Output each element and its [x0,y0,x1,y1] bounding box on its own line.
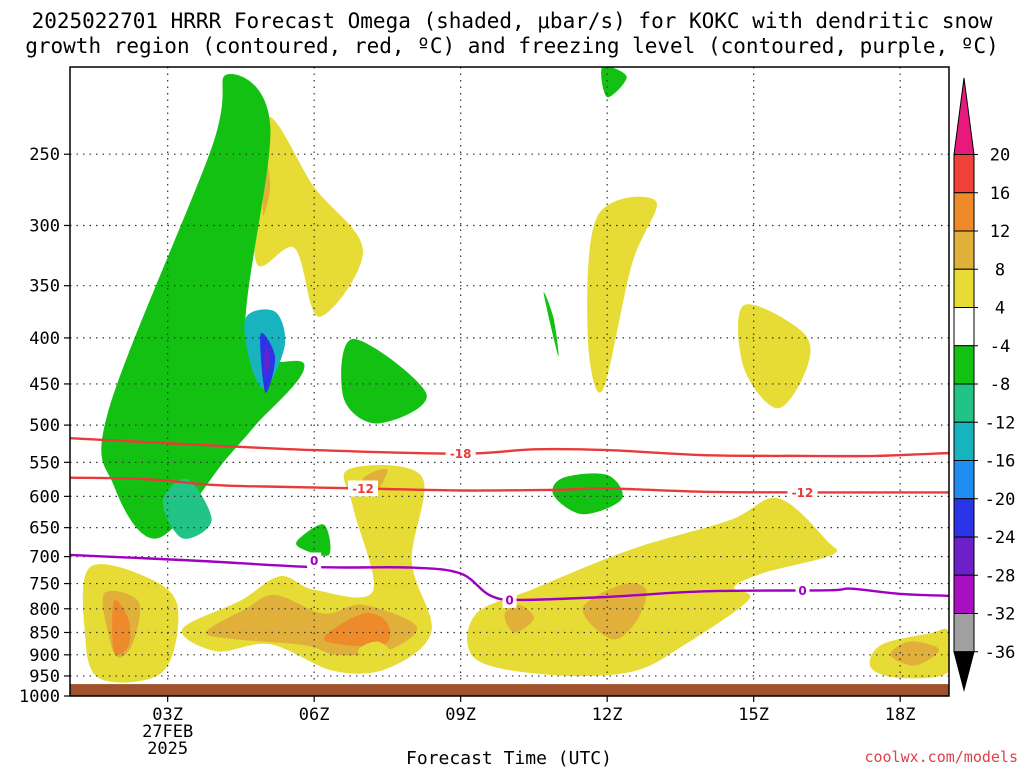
contour-label-bg-2 [787,484,818,501]
omega-region-0 [253,116,364,317]
y-tick-label-450: 450 [29,375,60,395]
contour-label-3: 0 [310,554,318,568]
colorbar-swatch-4 [953,268,975,308]
y-tick-label-1000: 1000 [19,687,60,707]
colorbar-label-4: 4 [995,299,1005,319]
colorbar-label-13: -36 [985,643,1016,663]
omega-region-20 [467,497,838,677]
colorbar-label-1: 16 [990,184,1010,204]
contour-label-bg-3 [307,552,322,569]
colorbar-swatch-11 [953,536,975,576]
omega-region-25 [358,641,393,664]
chart-title-line2: growth region (contoured, red, ºC) and f… [25,34,999,58]
y-tick-label-700: 700 [29,548,60,568]
y-tick-label-900: 900 [29,646,60,666]
y-tick-label-650: 650 [29,519,60,539]
y-tick-label-600: 600 [29,487,60,507]
y-tick-label-300: 300 [29,216,60,236]
y-tick-label-350: 350 [29,277,60,297]
colorbar-label-10: -24 [985,528,1016,548]
colorbar-label-0: 20 [990,146,1010,166]
colorbar-swatch-3 [953,230,975,270]
x-tick-label-12Z: 12Z [592,705,623,725]
x-tick-label-15Z: 15Z [738,705,769,725]
colorbar-swatch-10 [953,498,975,538]
colorbar-swatch-top [953,77,975,155]
y-tick-label-950: 950 [29,667,60,687]
x-date-label-1: 2025 [147,739,188,759]
omega-region-3 [737,304,811,409]
omega-region-15 [112,599,131,655]
contour-label-bg-5 [795,582,810,599]
y-axis: 250 300 350 400 450 500 550 600 650 700 750 800 850 9… [19,145,70,707]
contour-line-2 [70,553,949,602]
y-tick-label-850: 850 [29,623,60,643]
x-tick-label-18Z: 18Z [885,705,916,725]
contour-label-1: -12 [352,482,374,496]
terrain-layer [70,684,949,696]
colorbar-label-9: -20 [985,490,1016,510]
credit-link[interactable]: coolwx.com/models [864,748,1018,766]
colorbar-swatch-8 [953,421,975,461]
contour-label-bg-1 [348,480,378,497]
contour-label-bg-4 [502,591,517,608]
contour-label-4: 0 [505,593,513,607]
contour-line-1 [70,476,949,494]
x-date-label-0: 27FEB [142,722,193,742]
colorbar-label-11: -28 [985,566,1016,586]
y-tick-label-250: 250 [29,145,60,165]
colorbar-label-5: -4 [990,337,1010,357]
contour-label-5: 0 [798,584,806,598]
colorbar-label-3: 8 [995,260,1005,280]
grid-layer [70,67,949,696]
omega-region-26 [601,67,627,98]
colorbar-swatch-12 [953,574,975,614]
y-tick-label-400: 400 [29,329,60,349]
omega-region-12 [264,344,271,376]
omega-region-4 [101,73,305,539]
colorbar-swatch-13 [953,613,975,653]
contour-line-0 [70,437,949,458]
y-tick-label-800: 800 [29,600,60,620]
colorbar-label-2: 12 [990,222,1010,242]
omega-region-7 [543,292,559,357]
omega-region-5 [162,478,212,539]
plot-frame [69,66,950,697]
omega-region-6 [341,338,427,424]
omega-region-8 [552,473,623,515]
chart-title-line1: 2025022701 HRRR Forecast Omega (shaded, … [31,9,993,33]
colorbar-label-7: -12 [985,413,1016,433]
x-axis-title: Forecast Time (UTC) [406,748,612,768]
contour-label-0: -18 [450,447,472,461]
contour-layer: -18 -12 -12 0 0 0 [70,437,949,608]
colorbar-swatch-5 [953,307,975,347]
x-tick-label-06Z: 06Z [299,705,330,725]
colorbar-swatch-9 [953,460,975,500]
colorbar-swatch-2 [953,192,975,232]
omega-region-2 [587,196,657,393]
y-tick-label-550: 550 [29,453,60,473]
y-tick-label-500: 500 [29,416,60,436]
colorbar-swatch-bottom [953,651,975,692]
x-tick-label-03Z: 03Z [152,705,183,725]
omega-region-18 [323,613,391,647]
colorbar-label-6: -8 [990,375,1010,395]
colorbar-label-8: -16 [985,452,1016,472]
omega-region-22 [504,604,534,633]
colorbar: 20 16 12 8 4 -4 -8 -12 -16 -20 -24 -28 -32 -36 [953,77,1016,692]
omega-region-24 [890,641,940,666]
colorbar-swatch-6 [953,345,975,385]
contour-label-bg-0 [445,445,476,462]
terrain-band [70,684,949,696]
colorbar-swatch-1 [953,154,975,194]
x-tick-label-09Z: 09Z [445,705,476,725]
colorbar-label-12: -32 [985,605,1016,625]
omega-region-9 [296,524,331,556]
contour-label-2: -12 [792,486,814,500]
shaded-omega-layer [82,67,949,683]
colorbar-swatch-7 [953,383,975,423]
y-tick-label-750: 750 [29,575,60,595]
